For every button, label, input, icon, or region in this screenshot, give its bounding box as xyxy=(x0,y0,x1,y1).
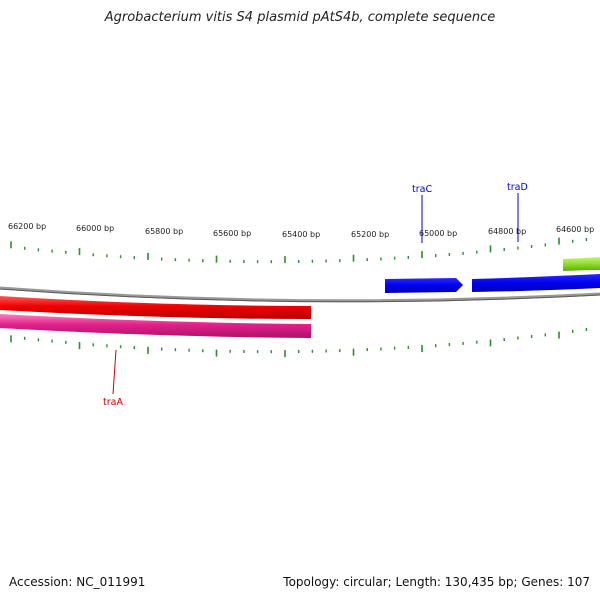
gene-traC-arrow[interactable] xyxy=(385,278,463,293)
ruler-label: 66000 bp xyxy=(76,224,114,233)
ruler-label: 65600 bp xyxy=(213,229,251,238)
lower-ruler-ticks xyxy=(10,328,588,358)
topology-summary: Topology: circular; Length: 130,435 bp; … xyxy=(283,575,590,589)
gene-label-traC[interactable]: traC xyxy=(412,184,432,195)
upper-ruler-labels: 66200 bp 66000 bp 65800 bp 65600 bp 6540… xyxy=(8,222,594,239)
gene-label-traA[interactable]: traA xyxy=(103,397,123,408)
ruler-label: 65800 bp xyxy=(145,227,183,236)
ruler-label: 65400 bp xyxy=(282,230,320,239)
upper-ruler-ticks xyxy=(10,237,588,264)
backbone-outer xyxy=(0,286,600,303)
gene-partial-green[interactable] xyxy=(563,257,600,271)
gene-traA-outer-arc[interactable] xyxy=(0,296,311,319)
ruler-label: 65000 bp xyxy=(419,229,457,238)
accession-text: Accession: NC_011991 xyxy=(9,575,146,589)
ruler-label: 66200 bp xyxy=(8,222,46,231)
gene-traA-inner-arc[interactable] xyxy=(0,314,311,338)
backbone-inner xyxy=(0,288,600,303)
ruler-label: 64800 bp xyxy=(488,227,526,236)
ruler-label: 64600 bp xyxy=(556,225,594,234)
traA-leader xyxy=(112,349,117,395)
gene-traD-arrow[interactable] xyxy=(472,274,600,292)
ruler-label: 65200 bp xyxy=(351,230,389,239)
map-title: Agrobacterium vitis S4 plasmid pAtS4b, c… xyxy=(104,10,496,25)
gene-label-traD[interactable]: traD xyxy=(507,182,528,193)
